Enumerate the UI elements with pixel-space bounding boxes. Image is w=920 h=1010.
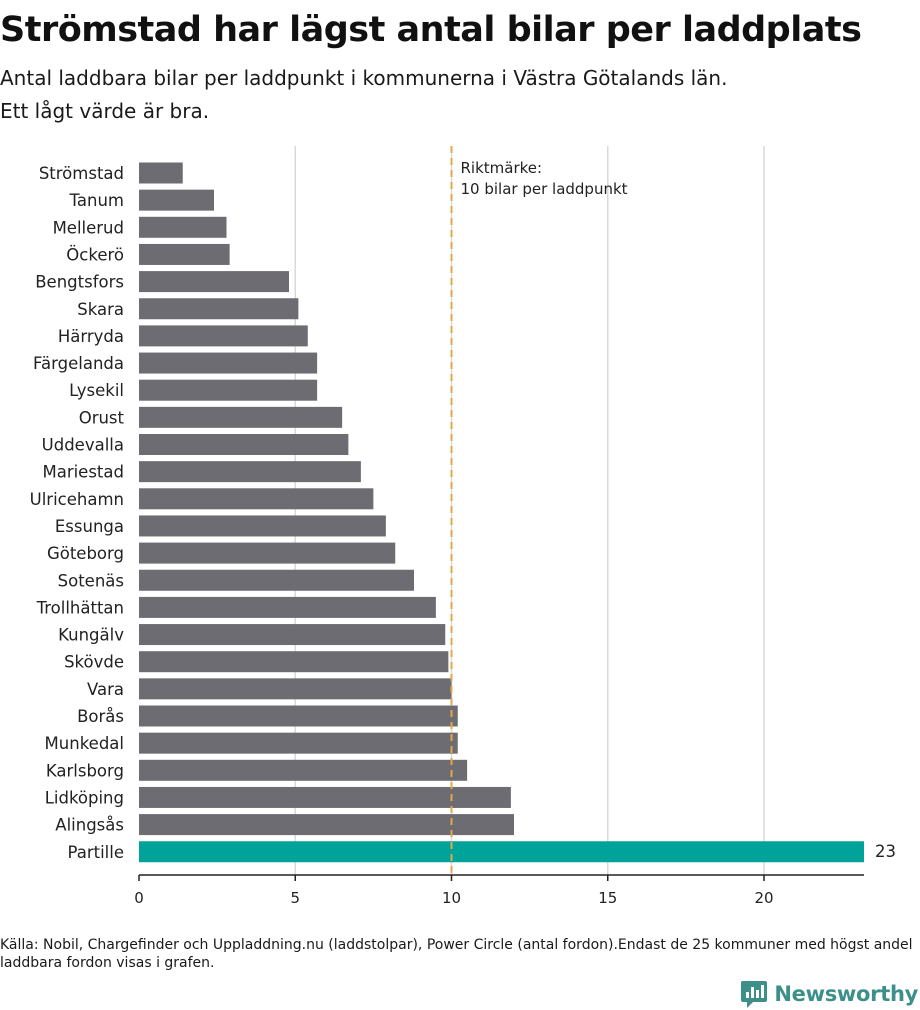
category-label: Sotenäs [58, 571, 124, 590]
category-label: Färgelanda [33, 354, 124, 373]
category-label: Ulricehamn [30, 490, 124, 509]
bar-sotenäs [139, 569, 414, 591]
bar-härryda [139, 325, 308, 347]
bar-strömstad [139, 162, 183, 184]
category-label: Bengtsfors [35, 273, 124, 292]
subtitle-line-1: Antal laddbara bilar per laddpunkt i kom… [0, 66, 728, 90]
data-label-partille: 23 [875, 842, 896, 861]
x-axis: 0 5 10 15 20 [134, 874, 864, 907]
bar-tanum [139, 189, 214, 211]
source-note: Källa: Nobil, Chargefinder och Uppladdni… [0, 937, 913, 971]
category-labels: Strömstad Tanum Mellerud Öckerö Bengtsfors Sk… [30, 164, 896, 862]
category-label: Partille [68, 843, 124, 862]
bar-göteborg [139, 542, 396, 564]
category-label: Mariestad [42, 463, 124, 482]
x-tick-label: 20 [754, 889, 773, 907]
bar-skara [139, 298, 299, 320]
category-label: Karlsborg [46, 761, 124, 780]
category-label: Munkedal [45, 734, 124, 753]
bar-vara [139, 678, 452, 700]
x-tick-label: 15 [598, 889, 617, 907]
category-label: Lysekil [69, 381, 124, 400]
bar-alingsås [139, 814, 514, 836]
reference-label-line-1: Riktmärke: [461, 159, 543, 177]
bar-chart: Strömstad Tanum Mellerud Öckerö Bengtsfors Sk… [30, 146, 896, 907]
newsworthy-logo[interactable]: Newsworthy [740, 978, 918, 1010]
bar-mellerud [139, 216, 227, 238]
category-label: Göteborg [47, 544, 124, 563]
category-label: Trollhättan [36, 598, 124, 617]
bar-essunga [139, 515, 386, 537]
category-label: Borås [77, 707, 124, 726]
bar-lysekil [139, 379, 318, 401]
category-label: Essunga [55, 517, 124, 536]
category-label: Härryda [58, 327, 124, 346]
bar-färgelanda [139, 352, 318, 374]
subtitle-line-2: Ett lågt värde är bra. [0, 99, 210, 123]
category-label: Strömstad [39, 164, 124, 183]
category-label: Lidköping [45, 788, 124, 807]
chart-title: Strömstad har lägst antal bilar per ladd… [0, 10, 862, 50]
x-tick-label: 5 [290, 889, 300, 907]
bar-skövde [139, 651, 449, 673]
bar-mariestad [139, 461, 361, 483]
bar-lidköping [139, 786, 511, 808]
bar-borås [139, 705, 458, 727]
bar-orust [139, 406, 343, 428]
category-label: Vara [87, 680, 124, 699]
bar-bengtsfors [139, 271, 289, 293]
bar-partille [139, 841, 864, 863]
bar-öckerö [139, 243, 230, 265]
reference-line-group: Riktmärke: 10 bilar per laddpunkt [450, 146, 628, 875]
bar-ulricehamn [139, 488, 374, 510]
category-label: Uddevalla [42, 436, 124, 455]
x-tick-label: 10 [442, 889, 461, 907]
category-label: Orust [79, 408, 125, 427]
category-label: Skara [77, 300, 124, 319]
category-label: Kungälv [58, 626, 124, 645]
chart-subtitle: Antal laddbara bilar per laddpunkt i kom… [0, 62, 900, 128]
bars [139, 162, 864, 863]
bar-karlsborg [139, 759, 468, 781]
newsworthy-logo-text: Newsworthy [774, 982, 918, 1006]
bar-uddevalla [139, 434, 349, 455]
category-label: Alingsås [55, 816, 124, 835]
category-label: Öckerö [66, 245, 124, 264]
newsworthy-logo-icon [741, 981, 768, 1008]
bar-kungälv [139, 624, 446, 646]
reference-label-line-2: 10 bilar per laddpunkt [461, 180, 628, 198]
bar-trollhättan [139, 596, 436, 618]
category-label: Mellerud [53, 218, 124, 237]
category-label: Tanum [69, 191, 124, 210]
x-tick-label: 0 [134, 889, 144, 907]
bar-munkedal [139, 732, 458, 754]
category-label: Skövde [64, 653, 124, 672]
